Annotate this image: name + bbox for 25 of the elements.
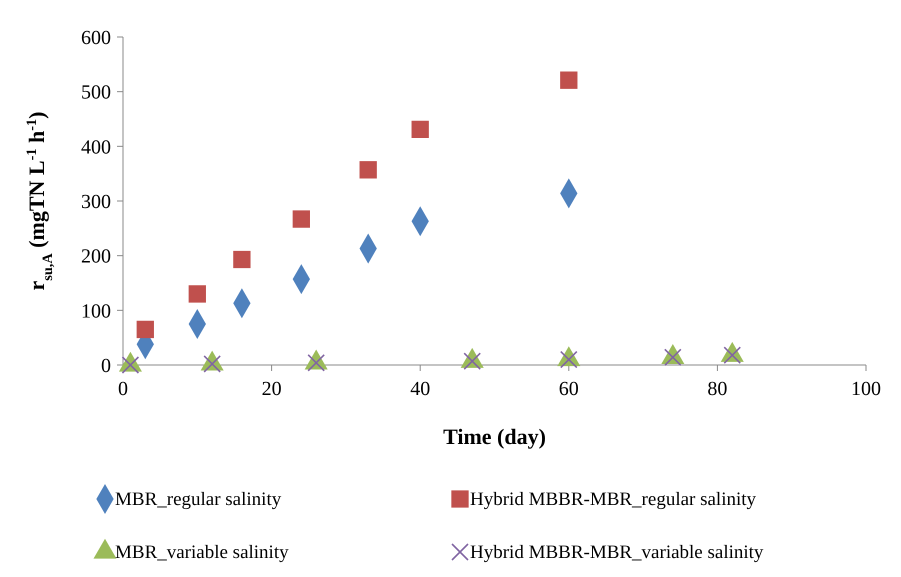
y-tick-label: 500 (81, 82, 111, 104)
y-tick-label: 0 (101, 355, 111, 377)
legend-label: Hybrid MBBR-MBR_regular salinity (470, 489, 757, 510)
point (412, 120, 429, 138)
legend-label: MBR_regular salinity (115, 489, 282, 510)
point (188, 285, 206, 303)
x-tick-label: 100 (851, 378, 881, 400)
x-tick-label: 0 (118, 378, 128, 400)
x-tick-label: 60 (558, 378, 579, 400)
point (292, 210, 310, 228)
y-tick-label: 100 (81, 300, 111, 322)
y-tick-label: 200 (81, 246, 111, 268)
point (136, 320, 154, 338)
x-axis-title: Time (day) (443, 424, 546, 449)
point (233, 250, 251, 268)
point (560, 72, 578, 89)
legend-label: Hybrid MBBR-MBR_variable salinity (470, 542, 764, 563)
y-tick-label: 600 (81, 27, 111, 49)
point (360, 161, 377, 178)
y-tick-label: 400 (81, 136, 111, 158)
x-tick-label: 20 (262, 378, 282, 400)
y-tick-label: 300 (81, 191, 111, 213)
x-tick-label: 40 (410, 378, 430, 400)
legend-label: MBR_variable salinity (115, 542, 290, 563)
x-tick-label: 80 (707, 378, 728, 400)
